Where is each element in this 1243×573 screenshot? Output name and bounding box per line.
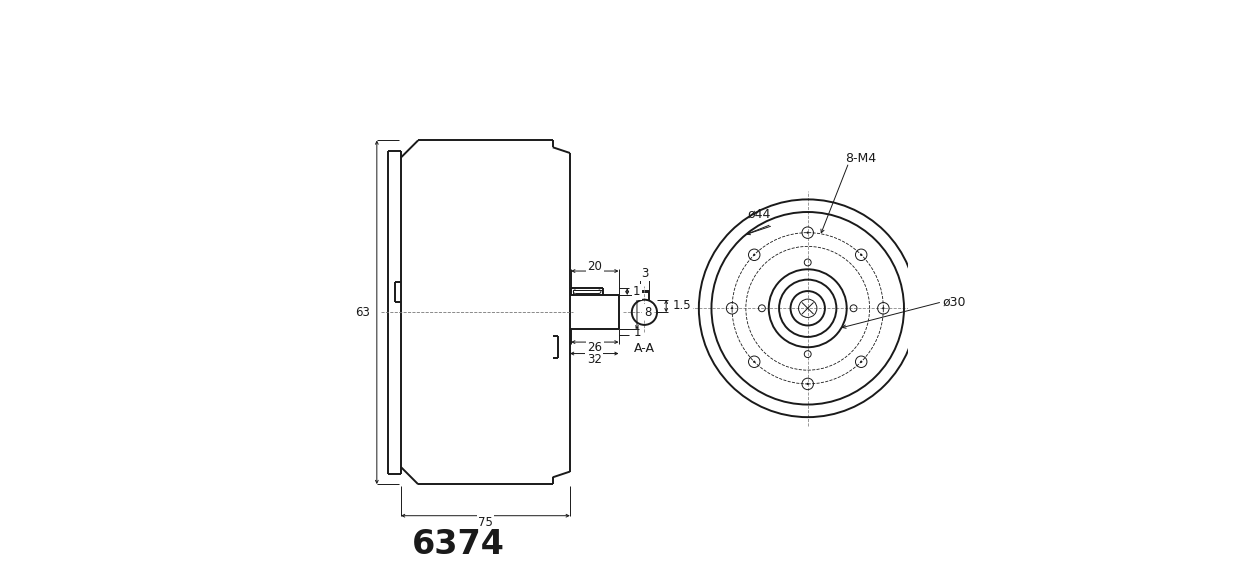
Text: 26: 26 [588, 342, 603, 354]
Circle shape [883, 307, 885, 309]
Text: ø44: ø44 [747, 207, 771, 221]
Text: 3: 3 [640, 267, 648, 280]
Text: 32: 32 [587, 353, 602, 366]
Text: 1: 1 [633, 285, 640, 298]
Circle shape [731, 307, 733, 309]
Circle shape [860, 360, 863, 363]
Circle shape [807, 231, 809, 234]
Circle shape [860, 254, 863, 256]
Text: 8-M4: 8-M4 [845, 152, 876, 165]
Circle shape [753, 360, 756, 363]
Text: 63: 63 [355, 306, 370, 319]
Text: 6374: 6374 [411, 528, 505, 561]
Text: A-A: A-A [634, 343, 655, 355]
Text: 75: 75 [479, 516, 493, 529]
Circle shape [807, 383, 809, 385]
Circle shape [753, 254, 756, 256]
Text: 1: 1 [634, 325, 641, 339]
Text: 8: 8 [644, 306, 651, 319]
Text: 20: 20 [588, 260, 603, 273]
Text: ø30: ø30 [942, 296, 966, 309]
Text: 1.5: 1.5 [672, 300, 691, 312]
